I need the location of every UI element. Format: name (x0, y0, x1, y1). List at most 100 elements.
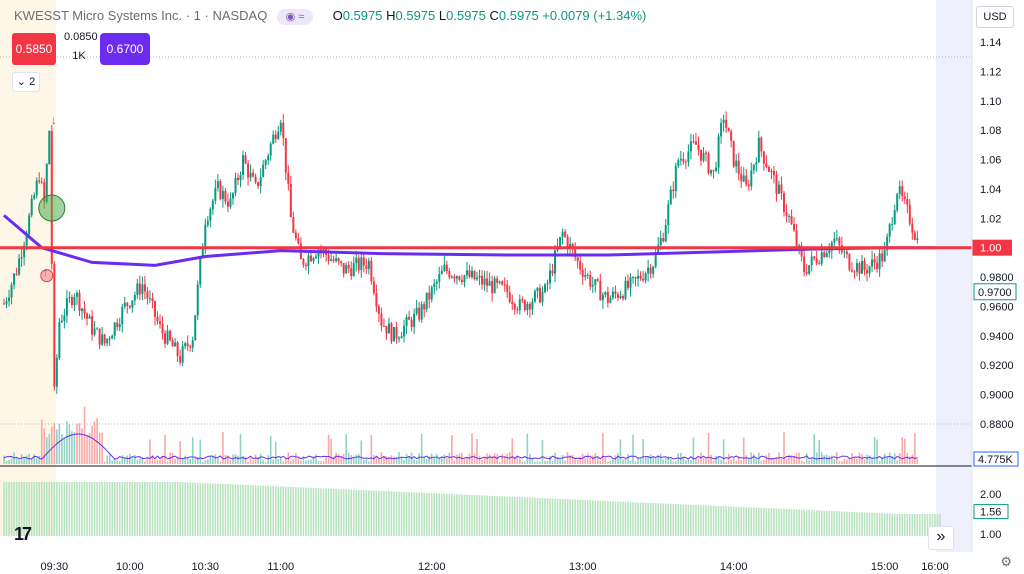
symbol-name[interactable]: KWESST Micro Systems Inc. (14, 8, 183, 23)
lot-size[interactable]: 1K (72, 50, 86, 62)
oscillator-bar (700, 505, 702, 536)
oscillator-bar (380, 490, 383, 536)
volume-bar (68, 423, 71, 464)
volume-bar (571, 454, 574, 464)
candle-body (360, 257, 363, 271)
oscillator-bar (760, 507, 763, 536)
time-axis[interactable]: 09:30 10:00 10:30 11:00 12:00 13:00 14:00 15:00… (41, 561, 949, 573)
oscillator-bar (310, 487, 312, 536)
oscillator-bar (662, 503, 665, 536)
volume-bar (418, 453, 420, 464)
oscillator-bar (526, 497, 529, 536)
candle-body (599, 280, 602, 301)
candle-body (93, 328, 96, 335)
volume-bar (763, 459, 765, 464)
oscillator-bar (564, 499, 566, 536)
price-axis[interactable]: 1.14 1.12 1.10 1.08 1.06 1.04 1.02 0.9800 0.9600… (972, 0, 1024, 552)
candle-body (916, 238, 919, 240)
oscillator-bar (103, 482, 106, 536)
eye-toggle-icon[interactable]: ◉ ≈ (276, 8, 313, 25)
volume-bar (179, 441, 181, 464)
volume-bar (285, 457, 287, 464)
candle-body (906, 199, 909, 205)
volume-bar (574, 457, 576, 464)
candle-body (70, 297, 73, 306)
volume-bar (511, 438, 514, 464)
candle-body (224, 190, 227, 202)
interval-label[interactable]: 1 (193, 8, 201, 23)
volume-bar (378, 457, 380, 464)
candle-body (883, 250, 886, 262)
candle-body (898, 186, 901, 194)
volume-bar (207, 459, 209, 464)
collapse-indicators-button[interactable]: ⌄ 2 (12, 72, 40, 92)
oscillator-bar (682, 504, 685, 536)
candle-body (55, 357, 58, 387)
gear-icon[interactable]: ⚙ (1000, 554, 1012, 569)
buy-button[interactable]: 0.6700 (100, 33, 150, 65)
volume-bar (441, 456, 443, 464)
oscillator-bar (916, 514, 919, 536)
oscillator-bar (300, 487, 302, 536)
candle-body (131, 300, 134, 308)
scroll-to-realtime-button[interactable]: » (928, 526, 954, 550)
oscillator-bar (176, 482, 179, 536)
oscillator-bar (106, 482, 108, 536)
volume-bar (576, 459, 579, 464)
oscillator-bar (61, 482, 63, 536)
candle-body (684, 161, 687, 163)
price-tick-label: 1.02 (980, 213, 1001, 225)
volume-bar (662, 459, 665, 464)
candle-body (226, 201, 229, 207)
candle-body (712, 169, 715, 171)
oscillator-bar (571, 499, 574, 536)
volume-bar (539, 461, 541, 464)
candle-body (886, 236, 889, 251)
volume-bar (10, 458, 13, 464)
oscillator-bar (20, 482, 23, 536)
volume-bar (269, 435, 272, 464)
volume-bar (715, 456, 717, 464)
oscillator-bar (579, 499, 581, 536)
oscillator-bar (207, 483, 209, 536)
oscillator-bar (18, 482, 20, 536)
candle-body (438, 274, 441, 282)
candle-body (327, 254, 330, 261)
candle-body (398, 338, 401, 340)
oscillator-bar (410, 492, 413, 536)
volume-bar (566, 452, 569, 464)
candle-body (654, 252, 657, 267)
oscillator-bar (45, 482, 48, 536)
oscillator-bar (513, 496, 516, 536)
candle-body (118, 324, 121, 328)
oscillator-bar (861, 512, 863, 536)
candle-body (868, 266, 871, 274)
candle-body (775, 175, 778, 194)
volume-bar (765, 455, 768, 464)
volume-bar (395, 457, 398, 464)
candle-body (760, 137, 763, 152)
oscillator-bar (15, 482, 18, 536)
candle-body (320, 249, 323, 251)
oscillator-bar (317, 488, 320, 536)
volume-bar (45, 437, 48, 464)
volume-bar (642, 439, 644, 464)
candle-body (367, 260, 370, 269)
volume-bar (430, 453, 433, 464)
oscillator-bar (88, 482, 91, 536)
oscillator-bar (876, 513, 878, 536)
candle-body (68, 297, 71, 299)
currency-selector[interactable]: USD (976, 6, 1014, 28)
oscillator-bar (174, 482, 176, 536)
candle-body (244, 155, 247, 164)
volume-bar (521, 461, 524, 464)
candle-body (649, 267, 652, 274)
volume-bar (690, 459, 692, 464)
sell-button[interactable]: 0.5850 (12, 33, 56, 65)
volume-bar (108, 454, 111, 464)
candle-body (694, 141, 697, 145)
volume-bar (848, 458, 851, 464)
oscillator-bar (740, 506, 743, 536)
candle-body (637, 275, 640, 279)
